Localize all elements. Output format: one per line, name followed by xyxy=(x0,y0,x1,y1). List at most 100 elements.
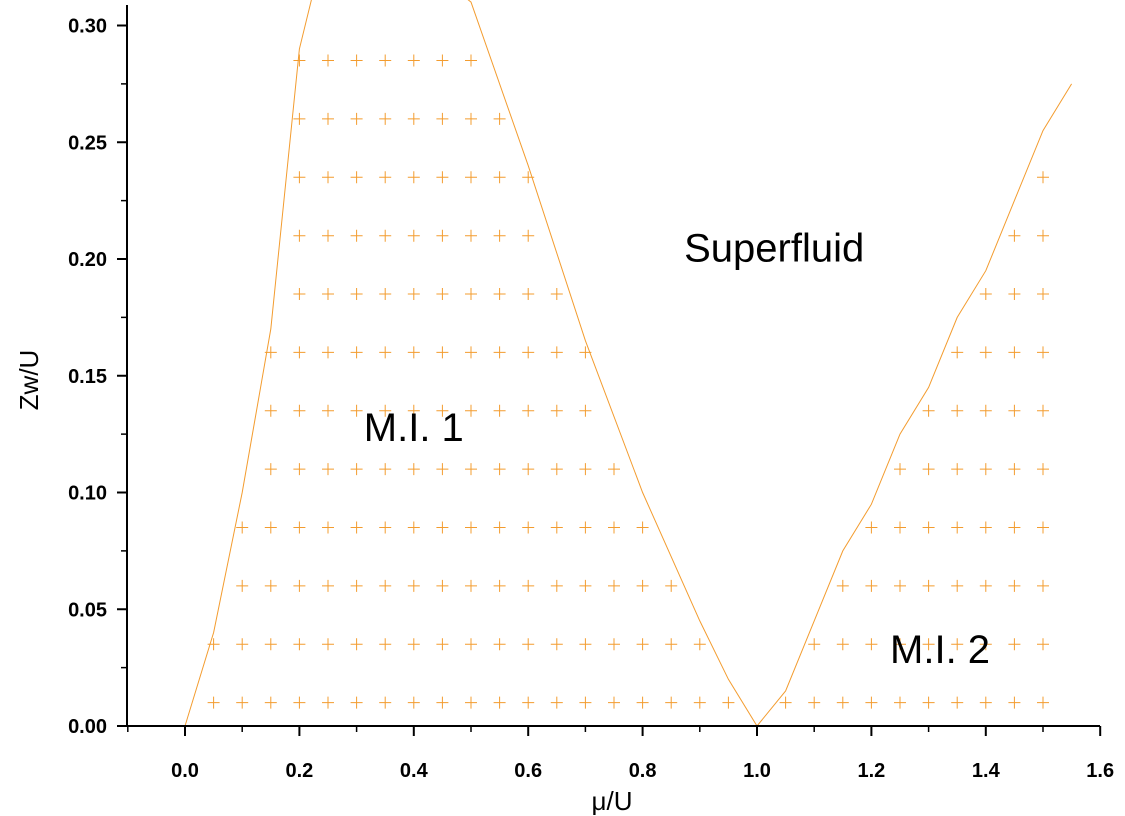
plus-marker xyxy=(322,521,334,534)
plus-marker xyxy=(436,404,449,417)
plus-marker xyxy=(636,696,649,709)
plus-marker xyxy=(979,288,992,300)
plus-marker xyxy=(465,54,477,67)
plus-marker xyxy=(436,288,449,300)
plus-marker xyxy=(579,638,592,651)
plus-marker xyxy=(493,229,506,242)
plus-marker xyxy=(608,463,620,476)
y-tick-label: 0.20 xyxy=(68,249,107,271)
plus-marker xyxy=(1037,346,1049,359)
plus-marker xyxy=(407,229,420,242)
y-tick-label: 0.05 xyxy=(68,599,107,621)
plus-marker xyxy=(1008,579,1021,592)
plus-marker xyxy=(1037,638,1049,651)
plus-marker xyxy=(1037,229,1049,242)
plus-marker xyxy=(951,346,964,359)
plus-marker xyxy=(951,696,964,709)
plus-marker xyxy=(436,112,449,125)
plus-marker xyxy=(894,696,906,709)
x-axis-label: μ/U xyxy=(592,786,633,816)
plus-marker xyxy=(322,54,334,67)
plus-marker xyxy=(465,521,477,534)
plus-marker xyxy=(407,579,420,592)
plus-marker xyxy=(522,696,535,709)
plus-marker xyxy=(236,638,249,651)
plus-marker xyxy=(493,171,506,184)
plus-marker xyxy=(493,404,506,417)
plus-marker xyxy=(922,463,935,476)
plus-marker xyxy=(264,404,277,417)
plus-marker xyxy=(379,404,392,417)
plus-marker xyxy=(1008,696,1021,709)
x-axis-ticks: 0.0 0.2 0.4 0.6 0.8 1.0 1.2 1.4 1.6 xyxy=(127,726,1114,782)
plus-marker xyxy=(236,579,249,592)
plus-marker xyxy=(436,579,449,592)
plus-marker xyxy=(865,638,878,651)
plus-marker xyxy=(350,521,363,534)
plus-marker xyxy=(951,638,964,651)
plus-marker xyxy=(1008,404,1021,417)
plus-marker xyxy=(264,463,277,476)
plus-marker xyxy=(407,521,420,534)
plus-marker xyxy=(522,229,535,242)
plus-marker xyxy=(1037,171,1049,184)
plus-marker xyxy=(322,638,334,651)
plus-marker xyxy=(350,54,363,67)
plus-marker xyxy=(407,404,420,417)
plus-marker xyxy=(922,404,935,417)
plus-marker xyxy=(522,638,535,651)
plus-marker xyxy=(293,463,306,476)
plus-marker xyxy=(550,638,563,651)
plus-marker xyxy=(836,696,849,709)
x-tick-label: 0.0 xyxy=(171,760,199,782)
plus-marker xyxy=(293,638,306,651)
plus-marker xyxy=(979,463,992,476)
plus-marker xyxy=(979,346,992,359)
x-tick-label: 0.2 xyxy=(285,760,313,782)
plus-marker xyxy=(322,229,334,242)
plus-marker xyxy=(693,696,706,709)
plus-marker xyxy=(264,638,277,651)
plus-marker xyxy=(579,463,592,476)
plus-marker xyxy=(379,696,392,709)
plus-marker xyxy=(379,229,392,242)
plus-marker xyxy=(836,638,849,651)
plus-marker xyxy=(379,171,392,184)
plus-marker xyxy=(779,696,792,709)
x-tick-label: 1.6 xyxy=(1086,760,1114,782)
plus-marker xyxy=(379,579,392,592)
plus-marker xyxy=(979,696,992,709)
y-tick-label: 0.10 xyxy=(68,483,107,505)
y-tick-label: 0.30 xyxy=(68,16,107,38)
plus-marker xyxy=(636,521,649,534)
plus-marker xyxy=(550,463,563,476)
plus-marker xyxy=(493,463,506,476)
plus-marker xyxy=(465,696,477,709)
plus-marker xyxy=(493,638,506,651)
plus-marker xyxy=(350,171,363,184)
plus-marker xyxy=(979,579,992,592)
plus-marker xyxy=(894,638,906,651)
plus-marker xyxy=(379,638,392,651)
plus-marker xyxy=(350,638,363,651)
plus-marker xyxy=(1037,463,1049,476)
x-tick-label: 0.8 xyxy=(629,760,657,782)
plus-marker xyxy=(407,463,420,476)
plus-marker xyxy=(865,521,878,534)
plus-marker xyxy=(608,696,620,709)
region-label: Superfluid xyxy=(684,226,864,270)
plus-marker xyxy=(894,579,906,592)
plus-marker xyxy=(379,112,392,125)
plus-marker xyxy=(264,521,277,534)
plus-marker xyxy=(465,288,477,300)
x-tick-label: 0.4 xyxy=(400,760,429,782)
plus-marker xyxy=(293,229,306,242)
plus-marker xyxy=(465,171,477,184)
plus-marker xyxy=(436,696,449,709)
plus-marker xyxy=(865,579,878,592)
plus-marker xyxy=(665,696,678,709)
plus-marker xyxy=(264,579,277,592)
plus-marker xyxy=(379,521,392,534)
plus-marker xyxy=(350,579,363,592)
plus-marker xyxy=(322,463,334,476)
